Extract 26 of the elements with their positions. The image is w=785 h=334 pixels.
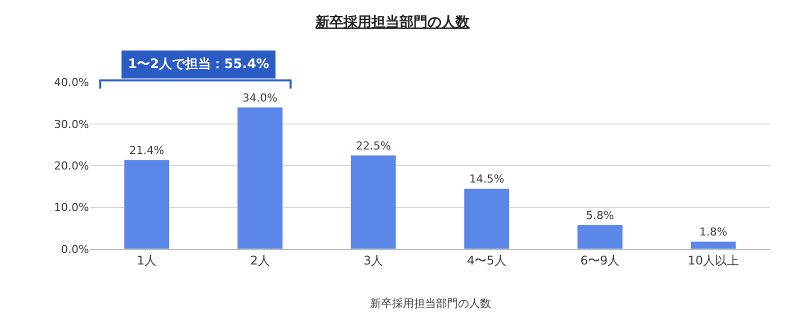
- bar: [690, 241, 736, 249]
- data-label: 34.0%: [242, 91, 278, 104]
- data-label: 14.5%: [469, 172, 504, 186]
- bar: [577, 224, 623, 249]
- y-tick-label: 40.0%: [54, 76, 89, 90]
- y-tick-label: 20.0%: [54, 160, 89, 173]
- data-label: 22.5%: [356, 139, 391, 152]
- text: 新卒採用担当部門の人数: [370, 297, 491, 310]
- y-tick-label: 0.0%: [61, 242, 89, 256]
- x-tick-label: 1人: [136, 253, 156, 268]
- y-tick-label: 30.0%: [54, 118, 89, 131]
- x-tick-label: 6〜9人: [580, 253, 620, 268]
- x-tick-label: 2人: [250, 253, 270, 268]
- chart-title: 新卒採用担当部門の人数: [314, 14, 470, 30]
- text: 1〜2人で担当：55.4%: [128, 57, 270, 72]
- x-tick-label: 3人: [364, 253, 384, 268]
- bar: [237, 107, 283, 249]
- y-tick-label: 10.0%: [54, 201, 89, 214]
- bar: [124, 160, 170, 249]
- x-tick-label: 10人以上: [688, 253, 739, 268]
- bar: [350, 155, 396, 249]
- x-tick-label: 4〜5人: [467, 253, 506, 268]
- data-label: 5.8%: [586, 208, 614, 222]
- data-label: 1.8%: [699, 226, 728, 238]
- bar: [464, 188, 510, 249]
- data-label: 21.4%: [129, 144, 164, 157]
